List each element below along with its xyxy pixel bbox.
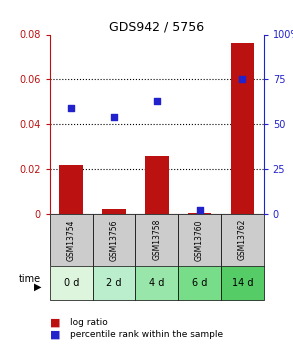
Text: time: time [19,274,41,284]
Point [112,114,116,120]
Title: GDS942 / 5756: GDS942 / 5756 [109,20,204,33]
Bar [178,266,221,300]
Bar [231,43,254,214]
Bar [50,214,93,266]
Bar [93,266,135,300]
Bar [59,165,83,214]
Text: percentile rank within the sample: percentile rank within the sample [70,330,224,339]
Point [154,98,159,104]
Text: 14 d: 14 d [231,278,253,288]
Bar [145,156,168,214]
Point [69,105,74,111]
Bar [135,214,178,266]
Text: 6 d: 6 d [192,278,207,288]
Text: 0 d: 0 d [64,278,79,288]
Text: ■: ■ [50,330,60,339]
Text: ▶: ▶ [33,282,41,291]
Point [240,77,245,82]
Bar [102,209,126,214]
Bar [135,266,178,300]
Bar [188,213,211,214]
Text: log ratio: log ratio [70,318,108,327]
Text: 4 d: 4 d [149,278,164,288]
Text: GSM13762: GSM13762 [238,219,247,260]
Bar [93,214,135,266]
Bar [221,214,264,266]
Text: GSM13760: GSM13760 [195,219,204,260]
Bar [221,266,264,300]
Text: GSM13756: GSM13756 [110,219,118,260]
Point [197,208,202,213]
Bar [50,266,93,300]
Text: GSM13754: GSM13754 [67,219,76,260]
Text: GSM13758: GSM13758 [152,219,161,260]
Text: ■: ■ [50,318,60,327]
Text: 2 d: 2 d [106,278,122,288]
Bar [178,214,221,266]
